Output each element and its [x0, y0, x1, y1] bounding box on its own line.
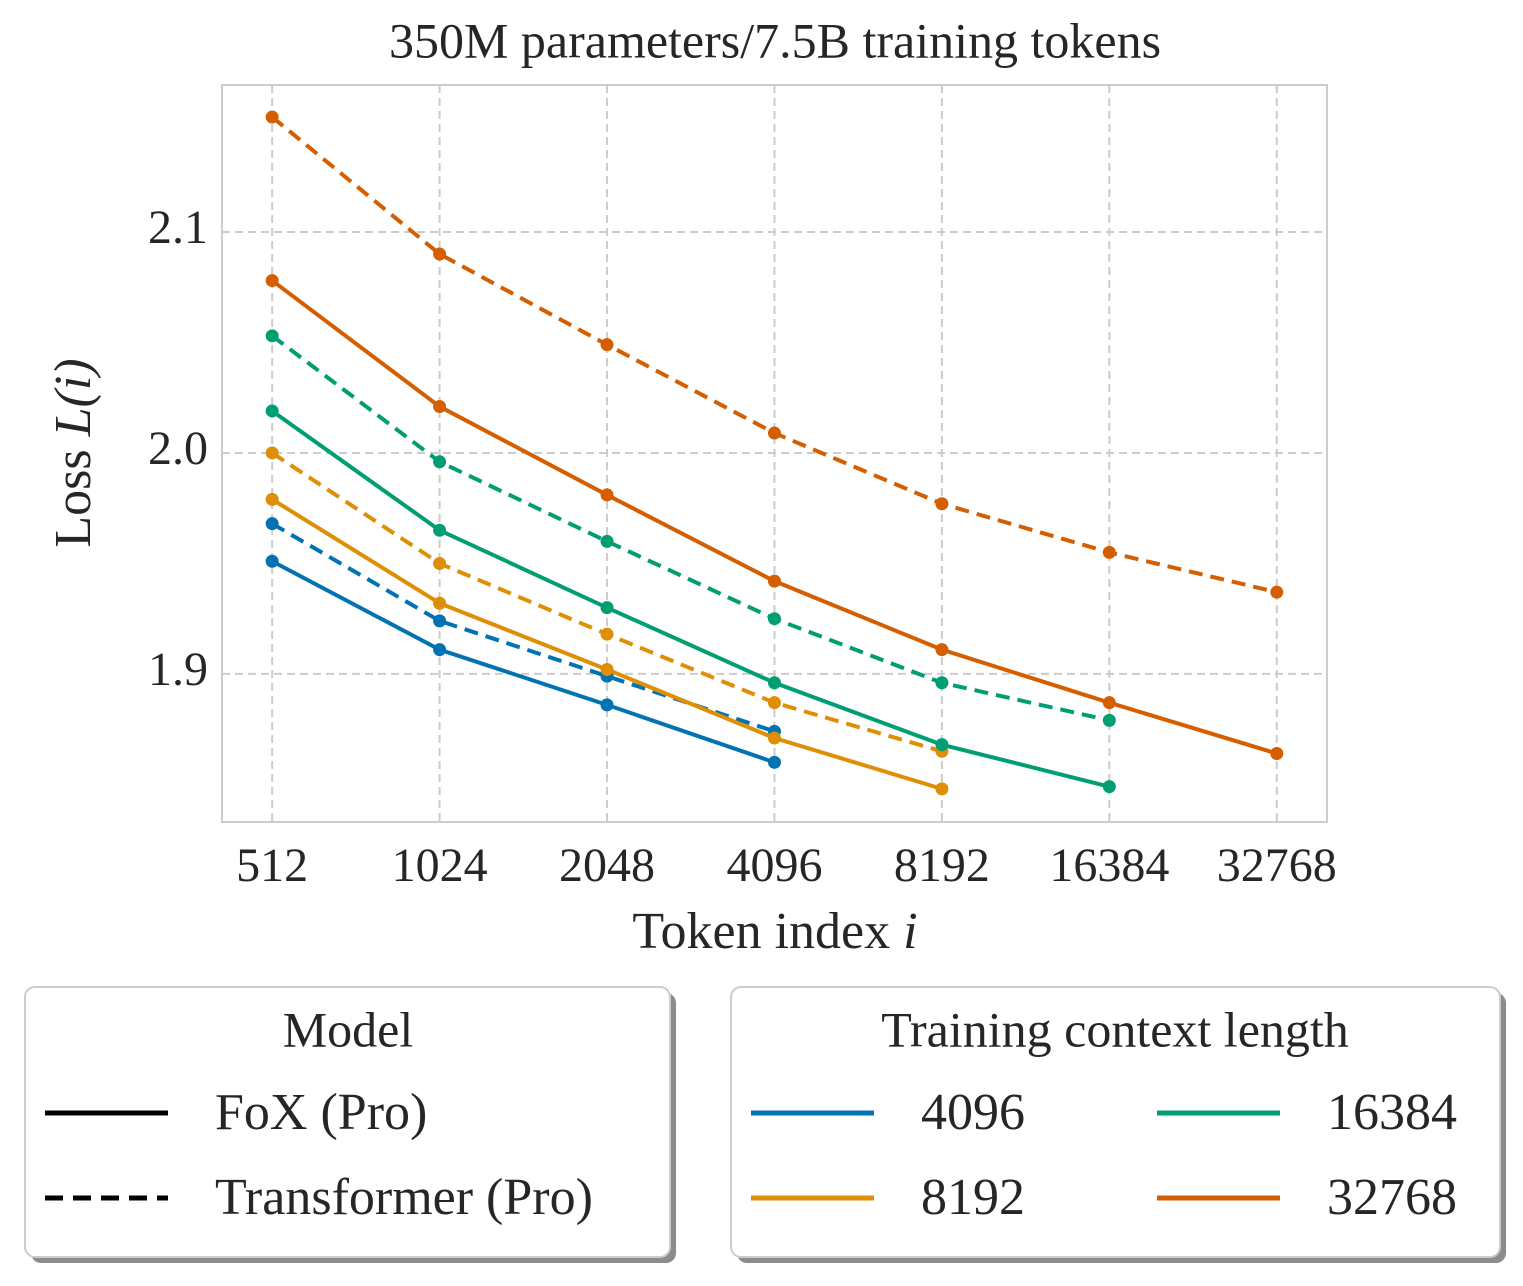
- legend-box: [24, 986, 671, 1258]
- legend-box: [730, 986, 1501, 1258]
- series-line: [271, 521, 776, 734]
- y-label-text: Loss: [45, 436, 102, 547]
- legend-label: 4096: [921, 1084, 1025, 1141]
- x-tick-label: 8192: [894, 839, 990, 892]
- x-tick-label: 2048: [559, 839, 655, 892]
- data-point: [265, 517, 279, 531]
- data-point: [433, 523, 447, 537]
- data-point: [767, 676, 781, 690]
- data-point: [600, 663, 614, 677]
- data-point: [265, 329, 279, 343]
- legend-label: Transformer (Pro): [215, 1169, 593, 1226]
- data-point: [433, 400, 447, 414]
- data-point: [433, 614, 447, 628]
- y-label-math: L(i): [45, 358, 102, 437]
- data-point: [1102, 713, 1116, 727]
- plot-frame: [221, 84, 1328, 823]
- data-point: [935, 738, 949, 752]
- data-point: [433, 556, 447, 570]
- x-tick-label: 32768: [1217, 839, 1337, 892]
- data-point: [433, 596, 447, 610]
- data-point: [265, 274, 279, 288]
- series-line: [270, 409, 1110, 789]
- y-tick-label: 2.0: [148, 422, 208, 475]
- x-label-text: Token index: [632, 903, 903, 960]
- data-point: [433, 247, 447, 261]
- data-point: [767, 574, 781, 588]
- data-point: [935, 497, 949, 511]
- data-point: [265, 446, 279, 460]
- data-point: [1102, 696, 1116, 710]
- data-point: [1102, 545, 1116, 559]
- data-point: [1102, 780, 1116, 794]
- data-point: [600, 338, 614, 352]
- chart-title: 350M parameters/7.5B training tokens: [389, 12, 1161, 68]
- series-line: [271, 559, 776, 765]
- x-tick-label: 4096: [726, 839, 822, 892]
- data-point: [600, 534, 614, 548]
- legend-title: Model: [283, 1001, 414, 1057]
- x-tick-label: 1024: [392, 839, 488, 892]
- data-point: [935, 782, 949, 796]
- y-tick-label: 1.9: [148, 643, 208, 696]
- data-point: [265, 110, 279, 124]
- legend-title: Training context length: [881, 1001, 1349, 1057]
- data-point: [767, 755, 781, 769]
- data-point: [1270, 746, 1284, 760]
- data-point: [600, 601, 614, 615]
- y-axis-label: Loss L(i): [45, 358, 102, 547]
- legend-label: 8192: [921, 1169, 1025, 1226]
- data-point: [600, 627, 614, 641]
- data-point: [433, 643, 447, 657]
- x-tick-label: 16384: [1049, 839, 1169, 892]
- x-tick-label: 512: [236, 839, 308, 892]
- data-point: [265, 492, 279, 506]
- legend-label: FoX (Pro): [215, 1084, 427, 1141]
- data-point: [767, 696, 781, 710]
- data-point: [433, 455, 447, 469]
- legend-label: 16384: [1327, 1084, 1457, 1141]
- data-point: [767, 612, 781, 626]
- y-tick-label: 2.1: [148, 201, 208, 254]
- data-point: [767, 426, 781, 440]
- data-point: [265, 404, 279, 418]
- data-point: [1270, 585, 1284, 599]
- x-label-math: i: [903, 903, 917, 960]
- data-point: [265, 554, 279, 568]
- data-point: [767, 731, 781, 745]
- data-point: [935, 676, 949, 690]
- data-point: [935, 643, 949, 657]
- data-point: [600, 698, 614, 712]
- legend-label: 32768: [1327, 1169, 1457, 1226]
- data-point: [600, 488, 614, 502]
- series-line: [270, 334, 1110, 723]
- x-axis-label: Token index i: [632, 903, 917, 960]
